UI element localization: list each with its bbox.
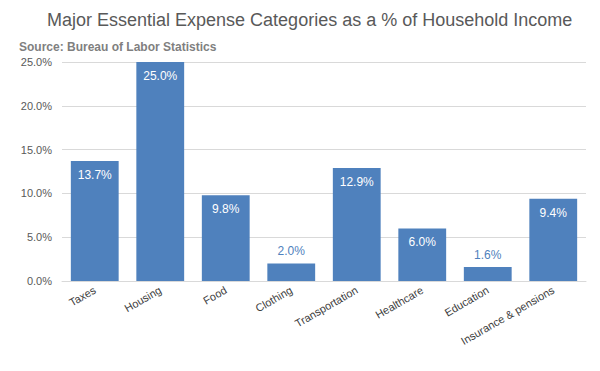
svg-text:20.0%: 20.0% — [21, 100, 52, 112]
svg-text:Insurance & pensions: Insurance & pensions — [459, 284, 557, 347]
svg-text:25.0%: 25.0% — [21, 56, 52, 68]
svg-text:9.4%: 9.4% — [540, 206, 568, 220]
svg-text:2.0%: 2.0% — [278, 244, 306, 258]
svg-text:Clothing: Clothing — [253, 284, 294, 315]
svg-text:Taxes: Taxes — [67, 284, 98, 309]
svg-text:25.0%: 25.0% — [143, 69, 177, 83]
svg-text:15.0%: 15.0% — [21, 144, 52, 156]
svg-text:Source: Bureau of Labor Statis: Source: Bureau of Labor Statistics — [19, 40, 217, 54]
svg-text:Food: Food — [201, 284, 229, 307]
svg-text:12.9%: 12.9% — [340, 175, 374, 189]
svg-text:6.0%: 6.0% — [409, 235, 437, 249]
svg-text:13.7%: 13.7% — [78, 168, 112, 182]
svg-text:9.8%: 9.8% — [212, 202, 240, 216]
svg-text:10.0%: 10.0% — [21, 187, 52, 199]
svg-text:Major Essential Expense Catego: Major Essential Expense Categories as a … — [47, 10, 572, 30]
svg-text:Housing: Housing — [122, 284, 163, 315]
svg-text:Healthcare: Healthcare — [373, 284, 425, 321]
svg-text:Education: Education — [442, 284, 490, 319]
svg-text:0.0%: 0.0% — [27, 275, 52, 287]
svg-text:Transportation: Transportation — [293, 284, 360, 330]
svg-text:1.6%: 1.6% — [474, 248, 502, 262]
svg-text:5.0%: 5.0% — [27, 231, 52, 243]
